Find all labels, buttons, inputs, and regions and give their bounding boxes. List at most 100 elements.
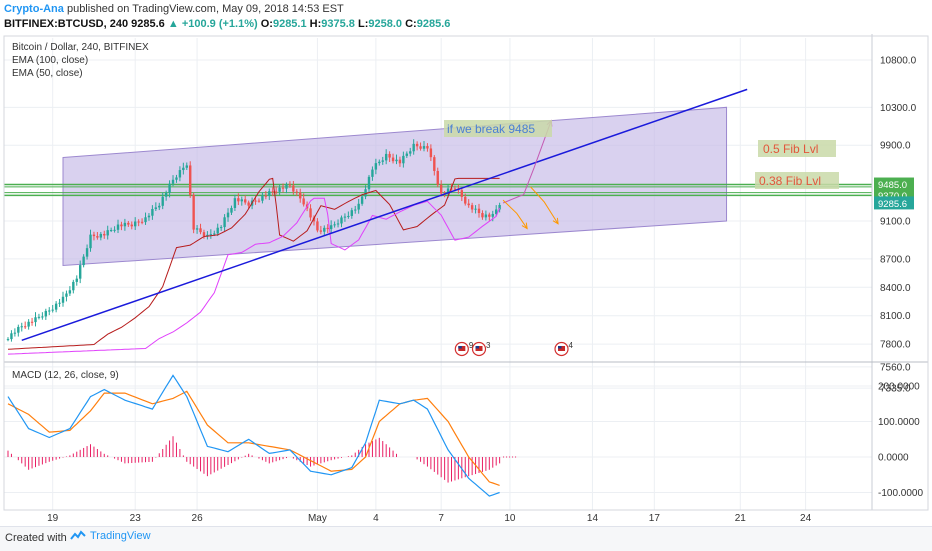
candle-body [419, 146, 422, 149]
candle-body [96, 236, 99, 238]
chart-frame [3, 35, 929, 511]
candle-body [226, 212, 230, 218]
footer-bar: Created with TradingView [0, 526, 932, 551]
candle-body [134, 221, 137, 227]
event-markers[interactable]: 9 3 4 [454, 341, 574, 357]
event-count-label: 3 [486, 341, 491, 350]
price-axis-label: 7800.0 [880, 340, 911, 351]
candle-body [402, 155, 405, 164]
macd-axis-label: 0.0000 [878, 453, 909, 464]
candle-body [312, 217, 316, 222]
time-axis-label: 10 [504, 513, 516, 524]
candle-body [144, 217, 147, 223]
candle-body [494, 209, 498, 214]
price-axis-label: 8100.0 [880, 311, 911, 322]
candle-body [140, 221, 144, 223]
bearish-arrow-1-head [521, 222, 528, 230]
price-chart[interactable]: 9 3 4 19 23 26 May 4 7 10 14 17 21 24 10800.0 10300.0 9… [0, 34, 932, 526]
candle-body [288, 184, 292, 186]
candle-body [58, 302, 61, 304]
event-count-label: 9 [469, 341, 474, 350]
time-axis-label: May [308, 513, 327, 524]
time-axis-label: 24 [800, 513, 812, 524]
annotation-labels[interactable]: if we break 9485 0.5 Fib Lvl 0.38 Fib Lv… [444, 120, 839, 189]
time-axis-label: 21 [735, 513, 747, 524]
break-label[interactable]: if we break 9485 [447, 122, 535, 136]
flag-canton [475, 346, 480, 349]
candle-body [347, 215, 350, 217]
candle-body [364, 189, 367, 197]
low-label: L: [358, 18, 369, 30]
author-link[interactable]: Crypto-Ana [4, 3, 64, 15]
candle-body [261, 195, 264, 201]
candle-body [178, 170, 182, 178]
tradingview-brand: TradingView [90, 530, 151, 542]
candle-body [130, 224, 133, 227]
price-tag-bg [874, 196, 914, 210]
candle-body [164, 192, 168, 197]
created-with-label: Created with [5, 532, 67, 544]
candle-body [237, 198, 240, 202]
macd-line [7, 374, 500, 497]
candle-body [103, 233, 106, 236]
candle-body [213, 233, 216, 235]
candle-body [92, 234, 96, 237]
candle-body [281, 187, 285, 189]
time-axis-label: 19 [47, 513, 59, 524]
chart-header: Crypto-Ana published on TradingView.com,… [0, 0, 932, 34]
candle-body [54, 303, 58, 310]
candle-body [30, 321, 34, 323]
candle-body [278, 187, 281, 192]
candle-body [481, 213, 484, 218]
candle-body [161, 196, 164, 206]
candle-body [68, 290, 72, 294]
up-arrow-icon: ▲ [167, 18, 179, 30]
price-axis-label: 9100.0 [880, 216, 911, 227]
legend-ema100: EMA (100, close) [12, 55, 88, 66]
candle-body [27, 321, 30, 327]
candle-body [202, 232, 206, 237]
candle-body [309, 208, 312, 218]
candle-body [13, 332, 17, 334]
candle-body [367, 176, 371, 190]
candle-body [429, 148, 433, 158]
publish-info: published on TradingView.com, May 09, 20… [66, 3, 344, 15]
candle-body [329, 225, 333, 230]
candle-body [61, 296, 65, 303]
candle-body [360, 196, 364, 204]
time-axis-label: 4 [373, 513, 379, 524]
candle-body [116, 224, 120, 230]
candle-body [99, 233, 103, 238]
legend-ema50: EMA (50, close) [12, 68, 83, 79]
candle-body [171, 179, 175, 184]
last-price: 9285.6 [131, 18, 165, 30]
candle-body [378, 161, 381, 164]
candle-body [336, 223, 340, 225]
candle-body [233, 198, 237, 208]
candle-body [271, 191, 274, 193]
candle-body [491, 213, 494, 217]
candle-body [316, 221, 319, 231]
candle-body [189, 165, 192, 195]
candle-body [467, 203, 470, 206]
candle-body [426, 146, 429, 149]
candle-body [350, 210, 353, 216]
fib038-label[interactable]: 0.38 Fib Lvl [759, 174, 821, 188]
fib05-label[interactable]: 0.5 Fib Lvl [763, 142, 818, 156]
fib05-label-bg [758, 140, 836, 157]
candle-body [75, 278, 78, 282]
candle-body [477, 208, 481, 214]
candle-body [295, 191, 298, 193]
candle-body [340, 217, 343, 224]
bearish-arrow-2 [530, 186, 559, 225]
candle-body [439, 184, 443, 194]
candle-body [151, 209, 154, 216]
candle-body [37, 316, 41, 318]
time-axis-label: 17 [649, 513, 661, 524]
candle-body [23, 326, 27, 328]
trendline[interactable] [21, 88, 748, 342]
tradingview-link[interactable]: TradingView [70, 530, 151, 542]
tradingview-logo-icon [70, 530, 86, 540]
symbol-label: BITFINEX:BTCUSD, 240 [4, 18, 129, 30]
candle-body [41, 316, 44, 318]
